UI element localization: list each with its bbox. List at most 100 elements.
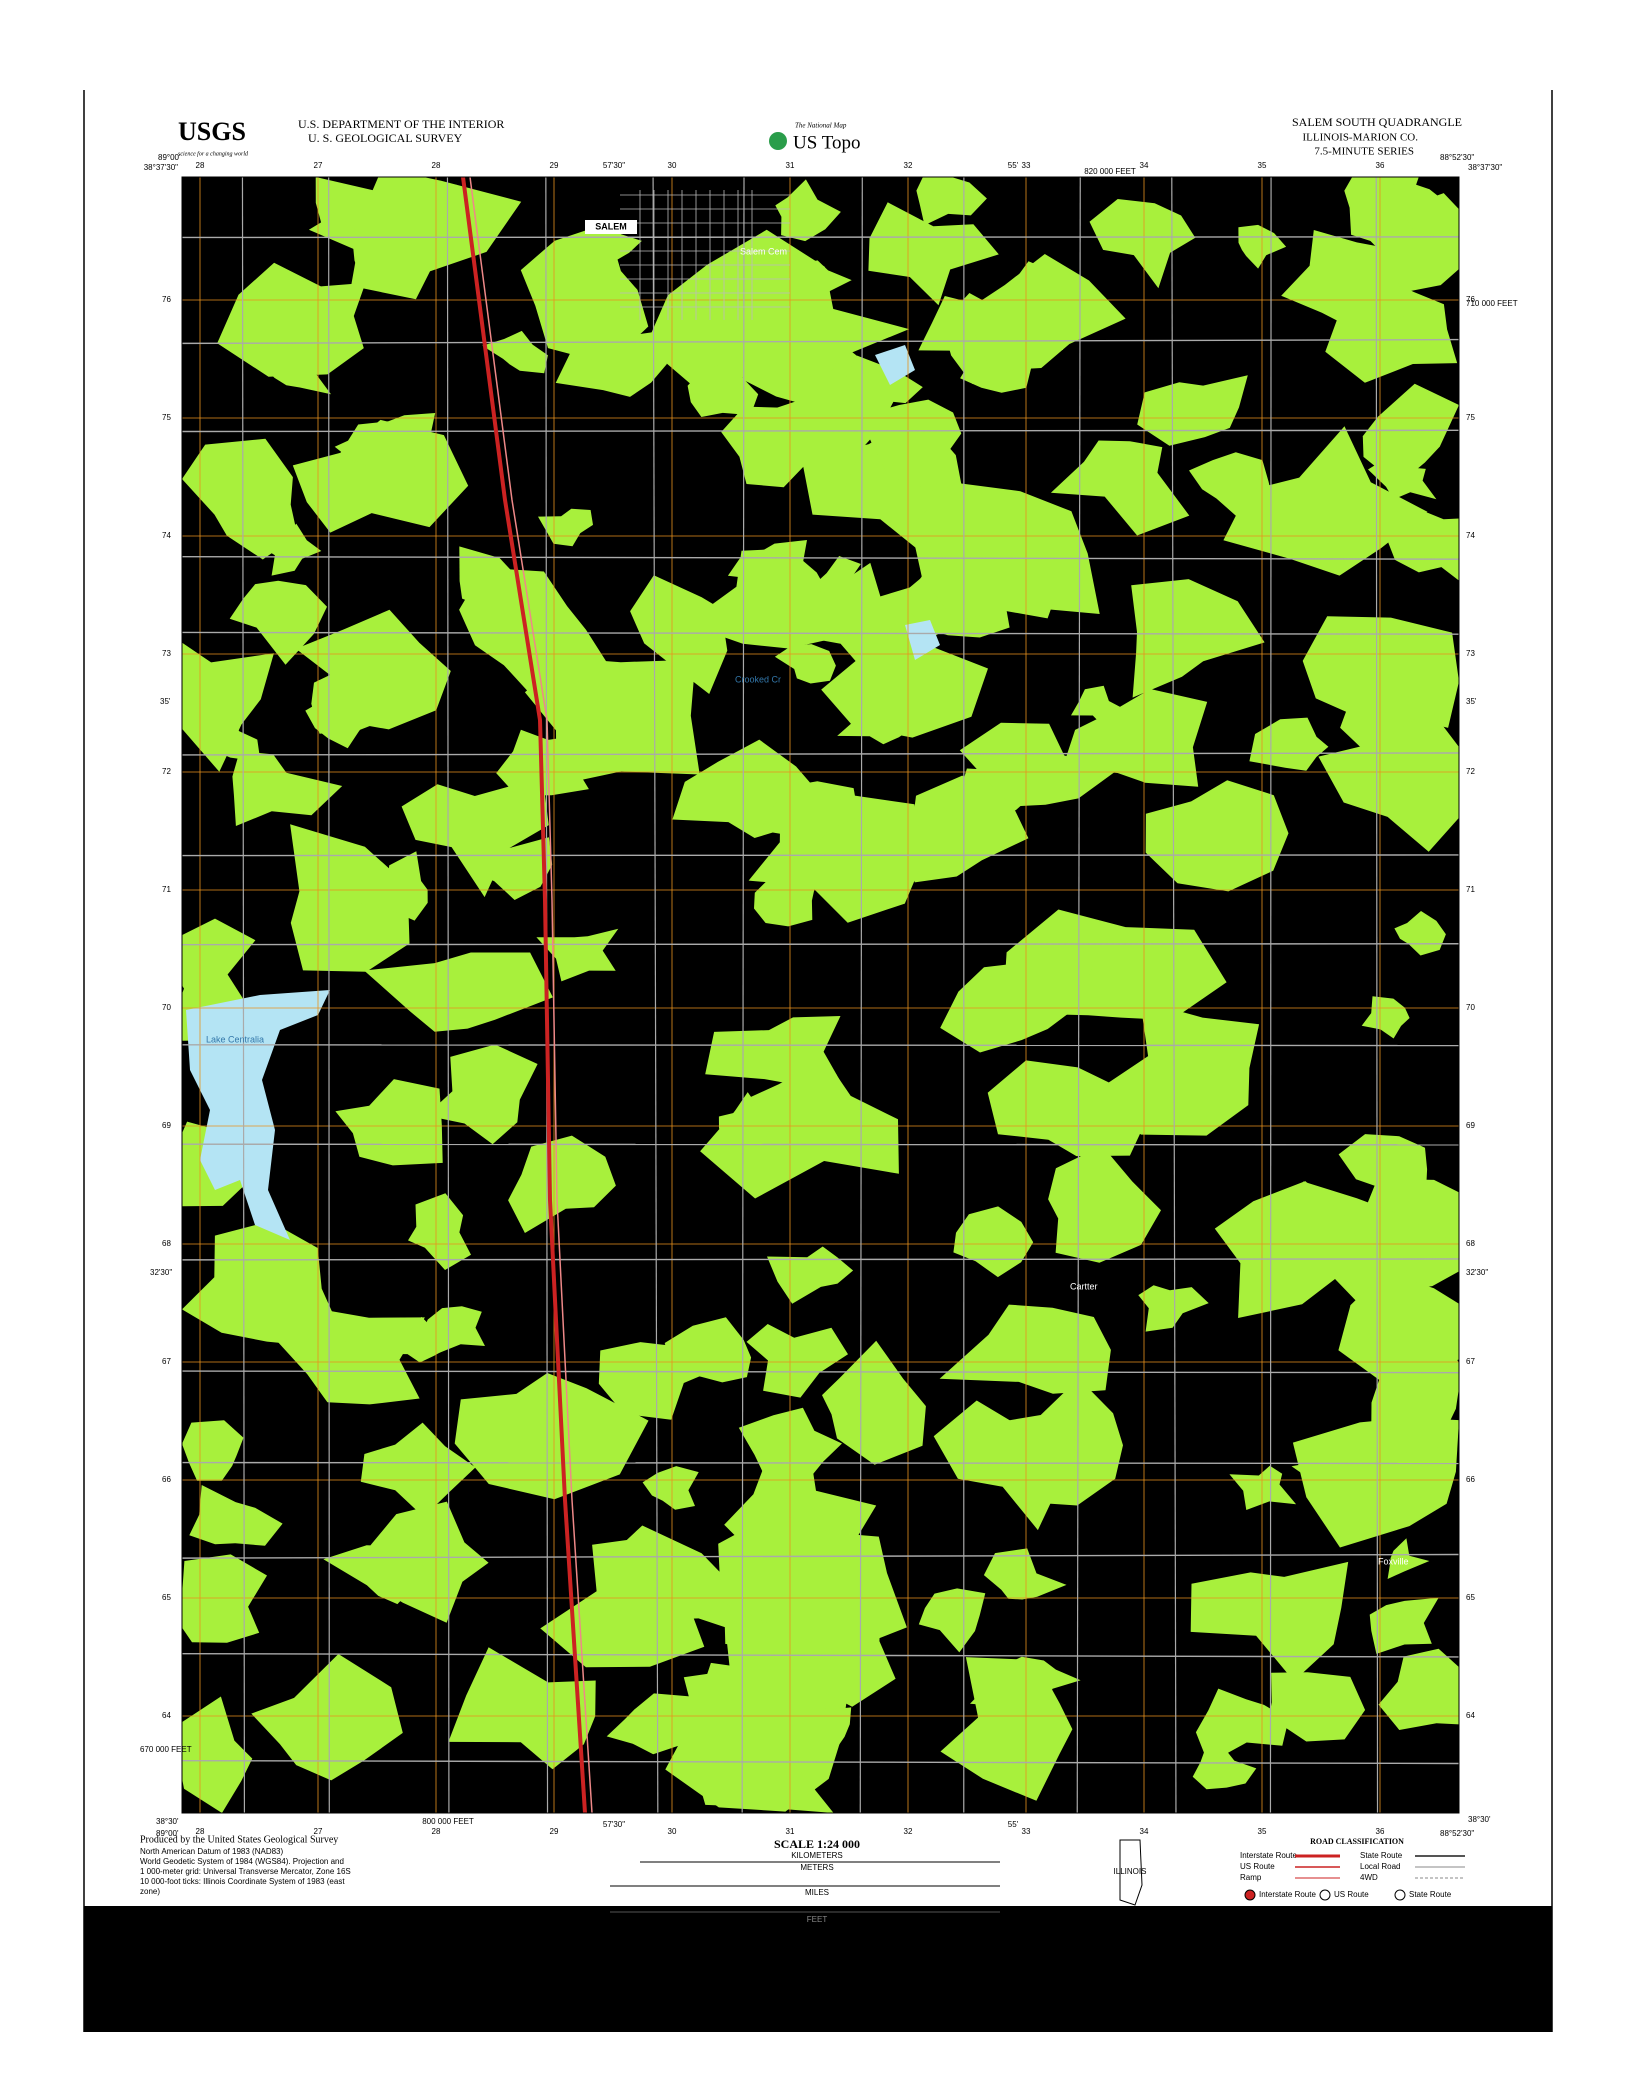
woodland	[460, 837, 553, 900]
note: 1 000-meter grid: Universal Transverse M…	[140, 1867, 351, 1876]
grid-label: 28	[196, 1827, 205, 1836]
woodland	[959, 722, 1115, 807]
grid-label: 68	[1466, 1239, 1475, 1248]
grid-label: 31	[786, 1827, 795, 1836]
note: 10 000-foot ticks: Illinois Coordinate S…	[140, 1877, 345, 1886]
village-label: Cartter	[1070, 1281, 1098, 1291]
woodland	[987, 1060, 1149, 1157]
edge-minutes: 55'	[1008, 1820, 1019, 1829]
grid-label: 27	[314, 161, 323, 170]
note: World Geodetic System of 1984 (WGS84). P…	[140, 1857, 344, 1866]
grid-label: 27	[314, 1827, 323, 1836]
road	[181, 236, 1460, 239]
grid-label: 69	[162, 1121, 171, 1130]
woodland	[340, 413, 436, 482]
woodland	[910, 482, 1100, 622]
road	[181, 1553, 1460, 1559]
road	[652, 176, 659, 1814]
woodland	[1195, 1688, 1289, 1764]
woodland	[378, 1316, 456, 1363]
grid-label: 68	[162, 1239, 171, 1248]
road	[181, 1258, 1460, 1261]
grid-label: 31	[786, 161, 795, 170]
woodland	[711, 261, 910, 408]
woodland	[508, 1135, 616, 1233]
road	[1076, 176, 1081, 1814]
creek-label: Crooked Cr	[735, 674, 781, 684]
grid-label: 36	[1376, 1827, 1385, 1836]
road	[181, 1143, 1460, 1146]
corner-lat: 38°30'	[156, 1817, 179, 1826]
grid-label: 32	[904, 161, 913, 170]
woodland	[359, 851, 428, 921]
grid-label: 28	[432, 161, 441, 170]
corner-lat: 38°30'	[1468, 1815, 1491, 1824]
woodland	[395, 184, 451, 220]
lake-label: Lake Centralia	[206, 1034, 264, 1044]
grid-label: 29	[550, 1827, 559, 1836]
notes: North American Datum of 1983 (NAD83)Worl…	[140, 1847, 351, 1896]
woodland	[940, 1657, 1073, 1801]
woodland	[448, 1647, 596, 1770]
state-name: ILLINOIS	[1114, 1867, 1147, 1876]
woodland	[182, 1420, 244, 1481]
woodland	[868, 202, 999, 306]
logo: USGS	[178, 117, 246, 146]
woodland	[775, 179, 841, 242]
woodland	[683, 1665, 834, 1813]
label-bg	[585, 220, 637, 234]
scale-unit: MILES	[805, 1888, 829, 1897]
woodland	[251, 1654, 403, 1781]
woodland	[746, 1324, 848, 1398]
corner-lon: 89°00'	[158, 153, 181, 162]
woodland	[524, 658, 700, 786]
road	[328, 176, 330, 1814]
woodland	[182, 1554, 267, 1643]
woodland	[520, 223, 649, 365]
topo-icon	[769, 132, 787, 150]
road	[859, 176, 863, 1814]
woodland	[1291, 1447, 1348, 1497]
woodland	[290, 824, 410, 972]
grid-label: 35	[1258, 161, 1267, 170]
woodland	[1302, 616, 1459, 728]
national-map: The National Map	[795, 122, 847, 130]
edge-minutes: 35'	[1466, 697, 1477, 706]
woodland	[754, 873, 817, 927]
series: 7.5-MINUTE SERIES	[1314, 146, 1414, 158]
woodland	[182, 1696, 253, 1813]
shield	[1244, 1889, 1256, 1901]
logo-tagline: science for a changing world	[178, 150, 249, 157]
state-outline	[1119, 1839, 1143, 1906]
woodland	[1131, 579, 1265, 698]
road	[181, 338, 1460, 345]
neatline	[181, 176, 1460, 1814]
grid-label: 70	[162, 1003, 171, 1012]
woodland	[1369, 1597, 1439, 1654]
woodland	[1145, 780, 1289, 892]
woodland	[232, 751, 343, 826]
woodland	[426, 1044, 538, 1145]
grid-label: 74	[1466, 531, 1475, 540]
woodland	[1318, 708, 1459, 852]
interstate	[469, 176, 593, 1814]
woodland	[784, 562, 898, 677]
grid-label: 33	[1022, 1827, 1031, 1836]
grid-label: 70	[1466, 1003, 1475, 1012]
grid-label: 75	[162, 413, 171, 422]
road	[181, 1652, 1460, 1658]
grid-label: 72	[1466, 767, 1475, 776]
grid-label: 73	[162, 649, 171, 658]
edge-minutes: 55'	[1008, 161, 1019, 170]
woodland	[738, 1407, 842, 1485]
road	[181, 631, 1460, 635]
road-legend: Interstate Route US Route Ramp State Route L…	[1240, 1851, 1465, 1901]
edge-minutes: 57'30"	[603, 161, 625, 170]
grid-label: 29	[550, 161, 559, 170]
grid-label: 34	[1140, 161, 1149, 170]
grid-label: 65	[1466, 1593, 1475, 1602]
road	[446, 176, 450, 1814]
shield-label: Interstate Route	[1259, 1890, 1316, 1899]
